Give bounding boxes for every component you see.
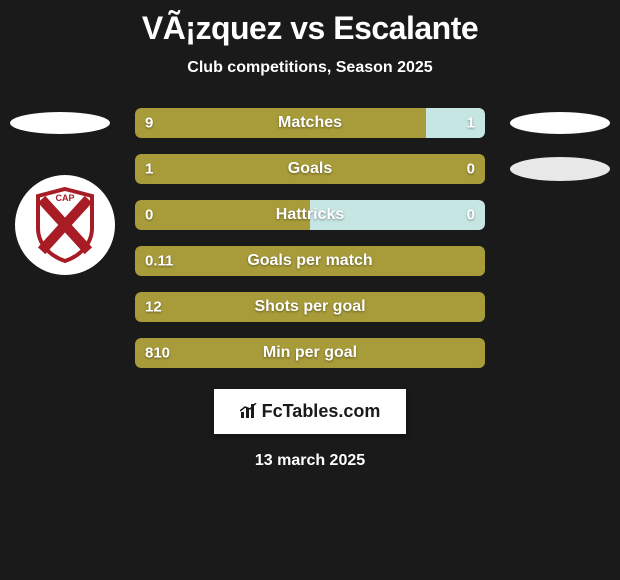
- team-crest-left: CAP: [10, 170, 120, 280]
- ellipse-placeholder-icon: [510, 112, 610, 134]
- player-right-badge: [510, 153, 610, 185]
- chart-date: 13 march 2025: [0, 452, 620, 470]
- stat-bar: 12 Shots per goal: [135, 292, 485, 322]
- svg-text:CAP: CAP: [55, 193, 74, 203]
- stat-right-value: 0: [467, 207, 475, 224]
- player-right-badge: [510, 107, 610, 139]
- stat-left-value: 810: [145, 345, 170, 362]
- chart-subtitle: Club competitions, Season 2025: [0, 59, 620, 77]
- stat-row: 9 Matches 1: [10, 107, 610, 139]
- stat-left-value: 12: [145, 299, 162, 316]
- brand-badge: FcTables.com: [214, 389, 407, 434]
- stat-label: Shots per goal: [254, 298, 365, 316]
- bar-right: [426, 108, 486, 138]
- stat-bar: 0.11 Goals per match: [135, 246, 485, 276]
- stat-right-value: 0: [467, 161, 475, 178]
- stat-left-value: 9: [145, 115, 153, 132]
- stat-right-value: 1: [467, 115, 475, 132]
- team-crest-icon: CAP: [15, 175, 115, 275]
- shield-icon: CAP: [32, 186, 98, 264]
- stat-label: Goals: [288, 160, 332, 178]
- stat-left-value: 0: [145, 207, 153, 224]
- stat-label: Min per goal: [263, 344, 357, 362]
- stat-bar: 0 Hattricks 0: [135, 200, 485, 230]
- stat-bar: 9 Matches 1: [135, 108, 485, 138]
- ellipse-placeholder-icon: [510, 157, 610, 181]
- stat-left-value: 1: [145, 161, 153, 178]
- chart-title: VÃ¡zquez vs Escalante: [0, 10, 620, 47]
- stat-row: 12 Shots per goal: [10, 291, 610, 323]
- stat-left-value: 0.11: [145, 253, 173, 270]
- bar-chart-icon: [240, 403, 258, 419]
- stat-bar: 1 Goals 0: [135, 154, 485, 184]
- stat-label: Goals per match: [247, 252, 372, 270]
- stat-bar: 810 Min per goal: [135, 338, 485, 368]
- stat-label: Hattricks: [276, 206, 344, 224]
- ellipse-placeholder-icon: [10, 112, 110, 134]
- brand-text: FcTables.com: [262, 401, 381, 421]
- stat-label: Matches: [278, 114, 342, 132]
- infographic-container: VÃ¡zquez vs Escalante Club competitions,…: [0, 0, 620, 470]
- stat-row: 810 Min per goal: [10, 337, 610, 369]
- player-left-badge: [10, 107, 110, 139]
